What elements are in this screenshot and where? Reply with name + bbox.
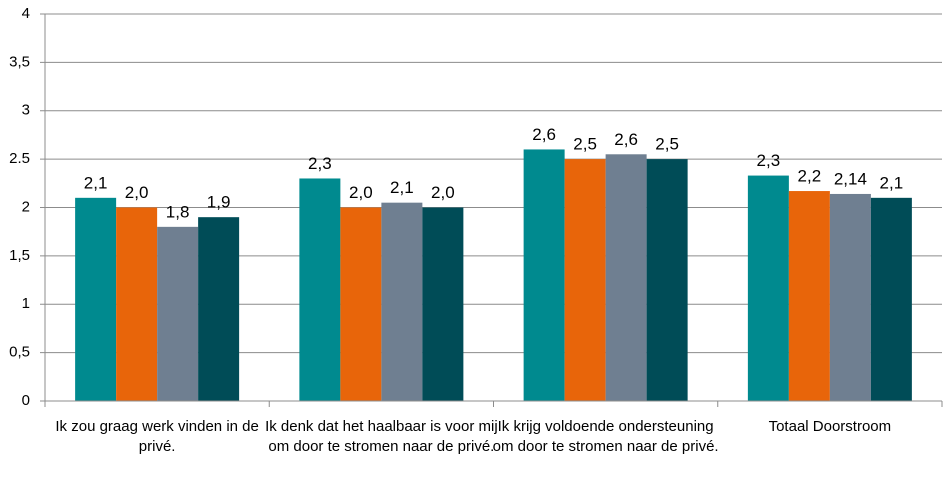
- bar: [381, 202, 423, 401]
- x-tick-label: Ik denk dat het haalbaar is voor mij om …: [265, 418, 498, 455]
- data-label: 2,0: [349, 183, 373, 202]
- bar: [564, 159, 606, 401]
- bar: [198, 217, 240, 401]
- bar: [422, 207, 464, 401]
- bar: [523, 149, 565, 401]
- data-label: 2,1: [880, 173, 904, 192]
- data-label: 2,1: [84, 173, 108, 192]
- bar: [870, 197, 912, 401]
- data-label: 2,5: [573, 135, 597, 154]
- data-label: 2,0: [431, 183, 455, 202]
- x-tick-label: Ik zou graag werk vinden in de privé.: [55, 418, 259, 455]
- bar: [299, 178, 341, 401]
- bar: [605, 154, 647, 401]
- data-label: 2,5: [655, 135, 679, 154]
- data-label: 2,2: [798, 167, 822, 186]
- data-label: 2,14: [834, 169, 867, 188]
- data-label: 2,6: [532, 125, 556, 144]
- bar: [75, 197, 117, 401]
- data-label: 2,0: [125, 183, 149, 202]
- data-label: 1,9: [207, 193, 231, 212]
- bar: [340, 207, 382, 401]
- data-label: 1,8: [166, 202, 190, 221]
- data-label: 2,3: [757, 151, 781, 170]
- y-tick-label: 0: [22, 392, 30, 409]
- bar: [747, 175, 789, 401]
- y-tick-label: 0,5: [9, 344, 30, 361]
- bar: [788, 191, 830, 401]
- x-tick-label: Totaal Doorstroom: [768, 418, 892, 435]
- x-tick-label: Ik krijg voldoende ondersteuning om door…: [492, 418, 719, 455]
- bar: [646, 159, 688, 401]
- y-tick-label: 2.5: [9, 150, 30, 167]
- y-tick-label: 1,5: [9, 247, 30, 264]
- bar: [116, 207, 158, 401]
- bar: [157, 226, 199, 401]
- y-tick-label: 2: [22, 198, 30, 215]
- bar: [829, 193, 871, 401]
- data-label: 2,1: [390, 178, 414, 197]
- data-label: 2,6: [614, 130, 638, 149]
- y-tick-label: 3,5: [9, 53, 30, 70]
- y-tick-label: 1: [22, 295, 30, 312]
- y-tick-label: 4: [22, 5, 30, 22]
- y-tick-label: 3: [22, 102, 30, 119]
- data-label: 2,3: [308, 154, 332, 173]
